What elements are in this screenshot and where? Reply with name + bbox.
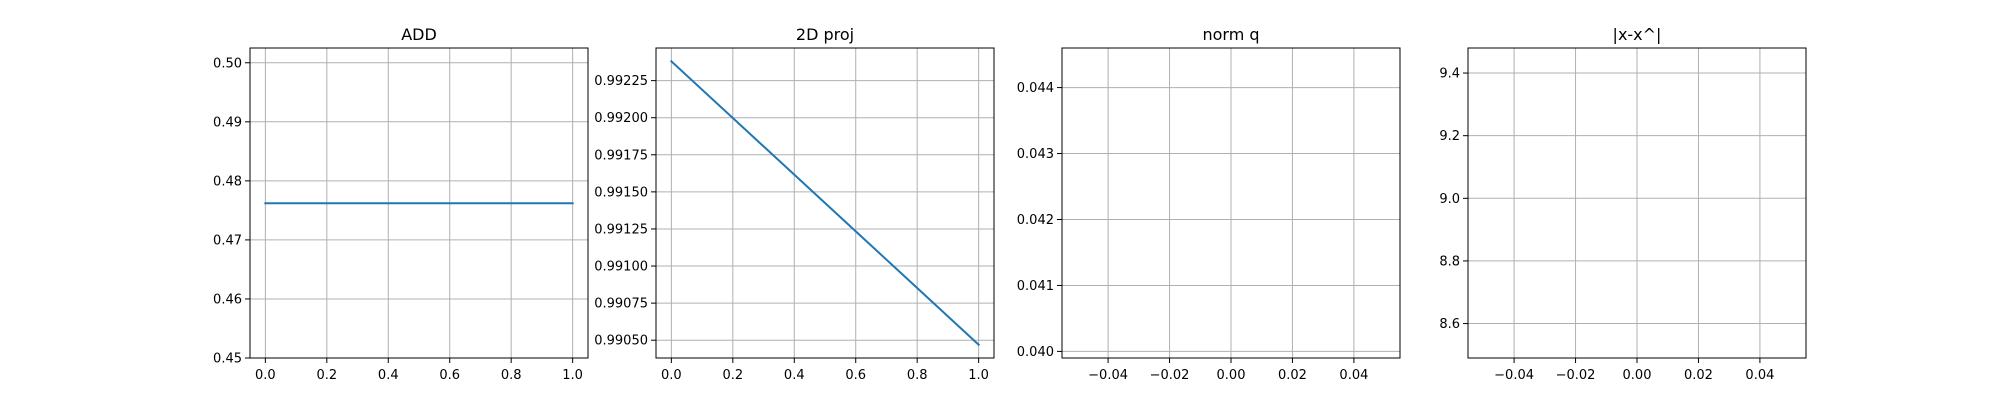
- series-line: [669, 59, 981, 347]
- x-tick-label: −0.04: [1088, 368, 1128, 383]
- x-tick-label: 0.04: [1339, 368, 1368, 383]
- x-tick-label: 0.6: [439, 368, 460, 383]
- x-tick-label: 0.04: [1745, 368, 1774, 383]
- y-tick-label: 0.99050: [594, 334, 648, 349]
- y-tick-label: 8.6: [1439, 317, 1460, 332]
- y-tick-label: 9.2: [1439, 129, 1460, 144]
- tick-layer: 0.0 0.2 0.4 0.6 0.8 1.0 0.45 0.46 0.47 0.48 0.49 0.…: [213, 56, 583, 383]
- axes-frame: [655, 47, 995, 359]
- y-tick-label: 0.99075: [594, 297, 648, 312]
- x-tick-label: −0.02: [1556, 368, 1596, 383]
- grid-layer: [1468, 48, 1806, 358]
- y-tick-label: 0.99175: [594, 148, 648, 163]
- panel-title: ADD: [401, 25, 437, 44]
- y-tick-label: 9.0: [1439, 192, 1460, 207]
- y-tick-label: 0.041: [1017, 279, 1054, 294]
- axes-frame: [249, 47, 589, 359]
- y-tick-label: 0.99200: [594, 111, 648, 126]
- y-tick-label: 0.044: [1017, 81, 1054, 96]
- x-tick-label: 0.8: [501, 368, 522, 383]
- x-tick-label: 0.02: [1278, 368, 1307, 383]
- panel-title: |x-x^|: [1613, 25, 1662, 44]
- x-tick-label: 0.4: [378, 368, 399, 383]
- panel-title: norm q: [1202, 25, 1259, 44]
- tick-layer: 0.0 0.2 0.4 0.6 0.8 1.0 0.99050 0.99075 0.99100 0…: [594, 74, 989, 383]
- panel-abs-x-x-hat: |x-x^| −0.04 −0.02 0.00 0.02 0.04 8.6 8.8 9.0 9.…: [1439, 25, 1807, 383]
- x-tick-label: 1.0: [968, 368, 989, 383]
- y-tick-label: 0.46: [213, 292, 242, 307]
- y-tick-label: 0.043: [1017, 147, 1054, 162]
- y-tick-label: 0.47: [213, 233, 242, 248]
- y-tick-label: 0.48: [213, 174, 242, 189]
- panel-add: ADD 0.0 0.2 0.4 0.6 0.8 1.00.450.460.470.480.…: [213, 25, 589, 383]
- grid-layer: [656, 48, 994, 358]
- x-tick-label: −0.02: [1150, 368, 1190, 383]
- x-tick-label: 0.0: [255, 368, 276, 383]
- x-tick-label: 0.00: [1623, 368, 1652, 383]
- tick-layer: −0.04 −0.02 0.00 0.02 0.04 0.040 0.041 0.042 0.0…: [1017, 81, 1369, 383]
- y-tick-label: 0.99100: [594, 260, 648, 275]
- y-tick-label: 0.040: [1017, 345, 1054, 360]
- x-tick-label: 0.6: [845, 368, 866, 383]
- x-tick-label: 0.00: [1217, 368, 1246, 383]
- y-tick-label: 0.99225: [594, 74, 648, 89]
- x-tick-label: 1.0: [562, 368, 583, 383]
- x-tick-label: 0.8: [907, 368, 928, 383]
- x-tick-label: 0.4: [784, 368, 805, 383]
- y-tick-label: 0.45: [213, 352, 242, 367]
- grid-layer: [1062, 48, 1400, 358]
- y-tick-label: 0.99150: [594, 185, 648, 200]
- tick-layer: −0.04 −0.02 0.00 0.02 0.04 8.6 8.8 9.0 9.2 9.4: [1439, 67, 1774, 383]
- x-tick-label: 0.02: [1684, 368, 1713, 383]
- y-tick-label: 0.49: [213, 115, 242, 130]
- y-tick-label: 8.8: [1439, 254, 1460, 269]
- x-tick-label: −0.04: [1494, 368, 1534, 383]
- x-tick-label: 0.2: [722, 368, 743, 383]
- panel-title: 2D proj: [796, 25, 854, 44]
- x-tick-label: 0.0: [661, 368, 682, 383]
- panel-norm-q: norm q −0.04 −0.02 0.00 0.02 0.04 0.040 0.041 0…: [1017, 25, 1401, 383]
- y-tick-label: 0.042: [1017, 213, 1054, 228]
- y-tick-label: 9.4: [1439, 67, 1460, 82]
- x-tick-label: 0.2: [316, 368, 337, 383]
- y-tick-label: 0.99125: [594, 222, 648, 237]
- panel-2d-proj: 2D proj 0.0 0.2 0.4 0.6 0.8 1.0 0.99050 0.99075…: [594, 25, 995, 383]
- series-layer: [669, 59, 981, 347]
- y-tick-label: 0.50: [213, 56, 242, 71]
